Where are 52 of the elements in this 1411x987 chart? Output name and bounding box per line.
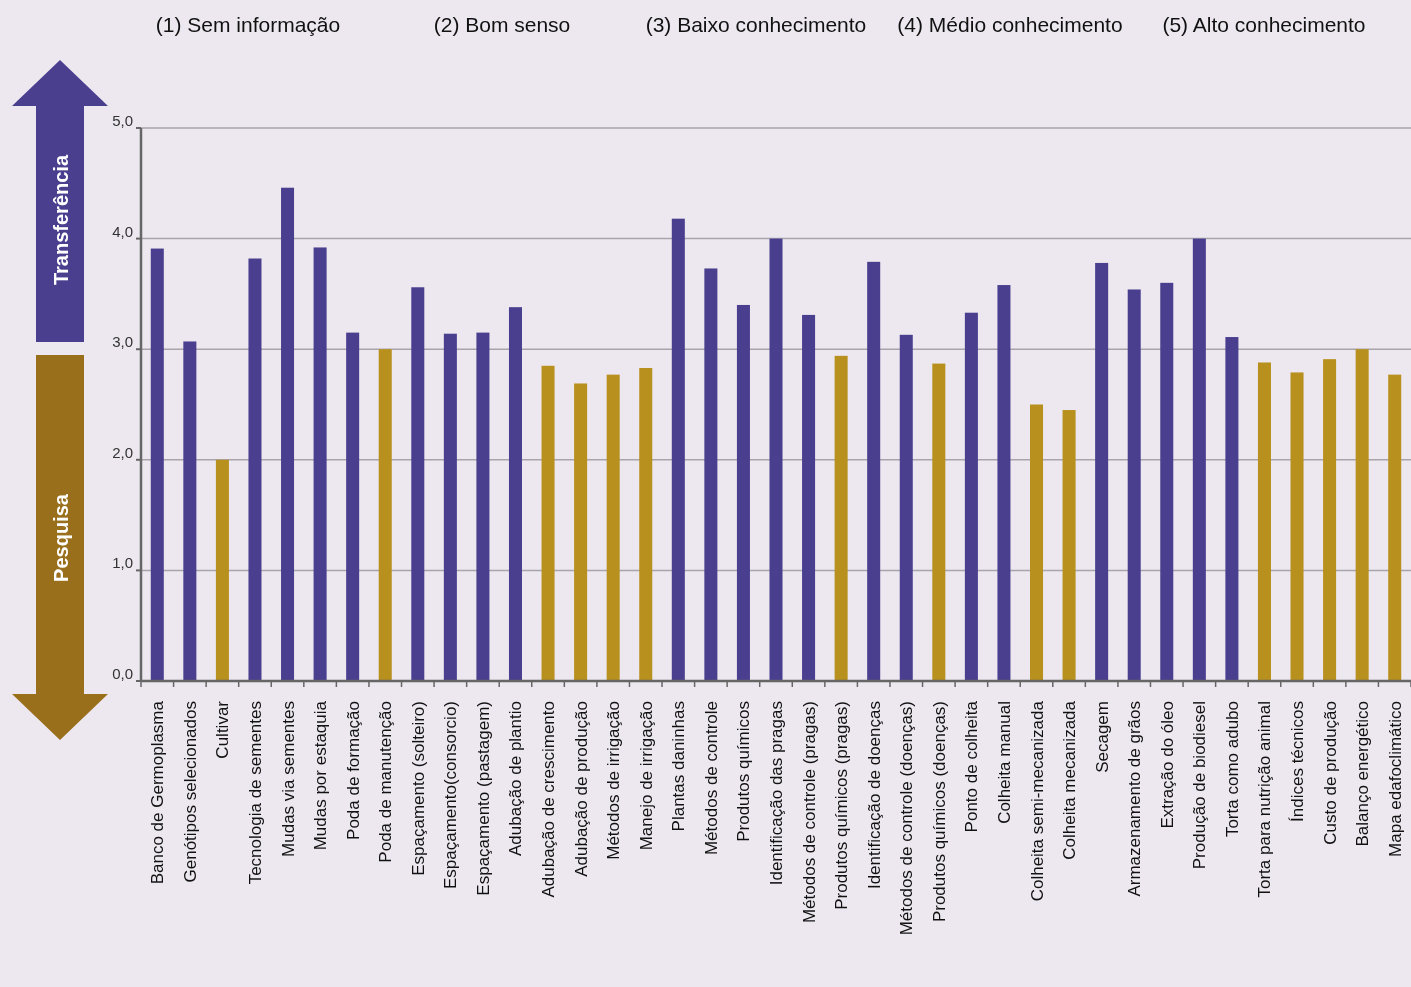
- x-tick-label: Poda de formação: [343, 701, 363, 840]
- text: (2) Bom senso: [433, 13, 571, 36]
- x-tick-label: Espaçamento(consorcio): [441, 701, 461, 890]
- y-tick-label: 5,0: [112, 112, 133, 129]
- x-tick-label: Produtos químicos (doenças): [929, 701, 949, 923]
- y-tick-label: 1,0: [112, 554, 133, 572]
- x-tick-label: Índices técnicos: [1288, 701, 1308, 822]
- x-tick-label: Produção de biodiesel: [1190, 701, 1210, 870]
- x-tick-label: Métodos de controle (doenças): [897, 701, 917, 936]
- x-tick-label: Ponto de colheita: [962, 700, 982, 833]
- x-tick-label: Adubação de produção: [571, 701, 591, 877]
- y-tick-label: 4,0: [112, 222, 133, 240]
- x-tick-label: Produtos químicos: [734, 701, 754, 842]
- x-tick-label: Mudas por estaquia: [311, 700, 331, 851]
- text: (3) Baixo conhecimento: [645, 13, 867, 36]
- x-tick-label: Torta para nutrição animal: [1255, 701, 1275, 898]
- x-tick-label: Colheita manual: [994, 701, 1014, 824]
- x-tick-label: Métodos de irrigação: [604, 701, 624, 860]
- x-tick-label: Identificação das pragas: [767, 701, 786, 886]
- text: (1) Sem informação: [155, 13, 341, 36]
- x-tick-label: Poda de manutenção: [376, 701, 396, 863]
- x-tick-label: Identificação de doenças: [864, 701, 884, 890]
- x-tick-label: Manejo de irrigação: [636, 701, 656, 851]
- x-tick-label: Torta como adubo: [1222, 701, 1242, 838]
- x-tick-label: Colheita mecanizada: [1060, 700, 1080, 860]
- text: (5) Alto conhecimento: [1162, 13, 1366, 36]
- x-tick-label: Custo de produção: [1320, 701, 1340, 845]
- x-tick-label: Cultivar: [213, 700, 233, 759]
- x-tick-label: Balanço energético: [1353, 701, 1373, 847]
- x-tick-label: Colheita semi-mecanizada: [1027, 700, 1047, 902]
- text: (4) Médio conhecimento: [897, 13, 1123, 36]
- text: Transferência: [50, 154, 72, 286]
- x-tick-label: Mapa edafoclimático: [1385, 701, 1405, 857]
- x-tick-label: Genótipos selecionados: [180, 701, 200, 883]
- x-tick-label: Extração do óleo: [1157, 701, 1177, 829]
- x-tick-label: Espaçamento (pastagem): [473, 701, 493, 896]
- y-tick-label: 2,0: [112, 443, 133, 461]
- y-tick-label: 3,0: [112, 333, 133, 351]
- text: Pesquisa: [50, 493, 72, 582]
- y-tick-label: 0,0: [112, 665, 133, 682]
- x-tick-label: Produtos químicos (pragas): [832, 701, 852, 910]
- x-tick-label: Adubação de crescimento: [539, 701, 559, 898]
- x-tick-label: Adubação de plantio: [506, 701, 526, 857]
- x-tick-label: Métodos de controle (pragas): [799, 701, 819, 924]
- x-tick-label: Banco de Germoplasma: [148, 700, 168, 885]
- x-tick-label: Métodos de controle: [701, 701, 721, 856]
- x-tick-label: Secagem: [1092, 701, 1112, 773]
- x-tick-label: Armazenamento de grãos: [1125, 701, 1145, 897]
- x-tick-label: Tecnologia de sementes: [245, 701, 265, 885]
- x-tick-label: Espaçamento (solteiro): [408, 701, 428, 876]
- x-tick-label: Plantas daninhas: [669, 701, 689, 832]
- x-tick-label: Mudas via sementes: [278, 701, 298, 857]
